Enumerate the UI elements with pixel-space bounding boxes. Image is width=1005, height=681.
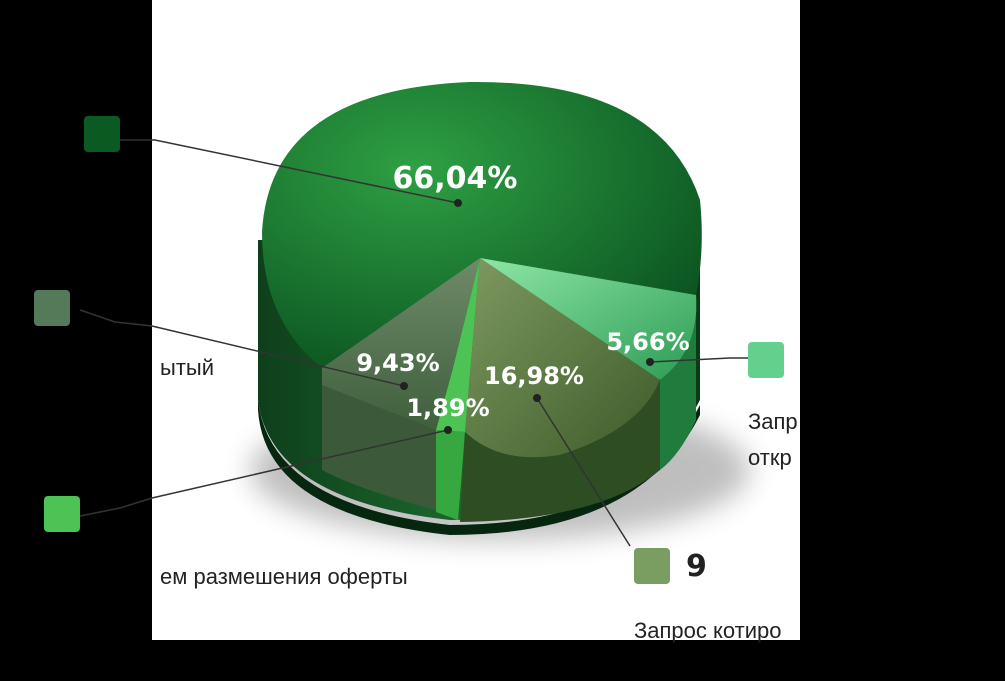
legend-label-bright: ем размешения оферты	[160, 564, 408, 589]
slice-bright-side	[436, 430, 465, 520]
legend-label-olive: Запрос котиро	[634, 618, 782, 643]
legend-label-mint-line1: Запр	[748, 409, 798, 434]
legend-label-grey: ытый	[160, 355, 214, 380]
slice-mint-side	[660, 295, 697, 470]
legend-mint	[748, 342, 784, 378]
pct-label-main: 66,04%	[393, 161, 518, 196]
legend-swatch-grey	[34, 290, 70, 326]
legend-olive: 9	[634, 548, 707, 584]
legend-swatch-mint	[748, 342, 784, 378]
legend-swatch-bright	[44, 496, 80, 532]
legend-count-olive: 9	[686, 548, 707, 584]
legend-bright	[44, 496, 80, 532]
slice-olive-side	[460, 380, 660, 522]
pct-label-bright: 1,89%	[406, 394, 489, 422]
leader-lines	[79, 139, 748, 547]
pct-label-mint: 5,66%	[606, 328, 689, 356]
slice-olive	[465, 258, 660, 458]
slice-bright	[436, 258, 480, 432]
legend-swatch-main	[84, 116, 120, 152]
pct-label-grey: 9,43%	[356, 349, 439, 377]
slice-grey	[322, 258, 480, 430]
leader-dots	[400, 199, 654, 434]
legend-label-mint-line2: откр	[748, 445, 792, 470]
legend-swatch-olive	[634, 548, 670, 584]
legend-grey	[34, 290, 70, 326]
legend-main	[84, 116, 120, 152]
slice-grey-side	[322, 385, 436, 510]
slice-main	[262, 81, 702, 368]
slice-mint	[480, 258, 697, 380]
pct-label-olive: 16,98%	[484, 362, 584, 390]
